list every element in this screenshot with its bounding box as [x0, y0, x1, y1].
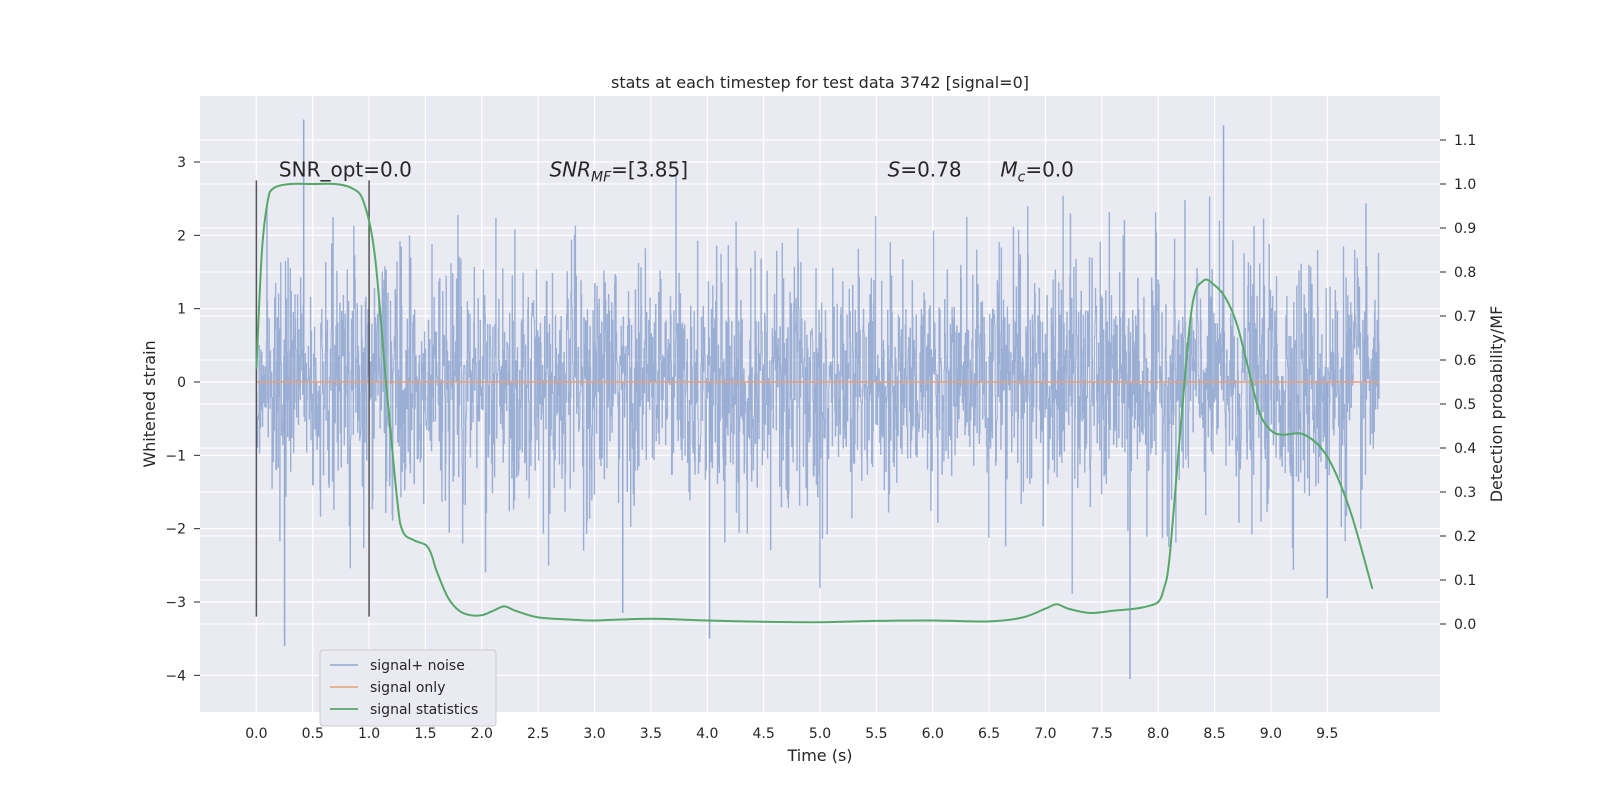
x-tick-label: 9.5 — [1316, 726, 1338, 742]
y-tick-label-right: 0.1 — [1454, 573, 1476, 589]
y-tick-label-left: −3 — [165, 595, 186, 611]
x-tick-label: 4.0 — [696, 726, 718, 742]
y-tick-label-left: 0 — [177, 375, 186, 391]
x-tick-label: 5.5 — [865, 726, 887, 742]
chart-title: stats at each timestep for test data 374… — [611, 73, 1029, 92]
x-tick-label: 1.5 — [414, 726, 436, 742]
y-tick-label-left: 3 — [177, 155, 186, 171]
y-axis-label-left: Whitened strain — [140, 340, 159, 467]
legend-label-noise: signal+ noise — [370, 658, 465, 674]
y-tick-label-right: 0.5 — [1454, 397, 1476, 413]
y-tick-label-left: −4 — [165, 668, 186, 684]
x-tick-label: 3.5 — [640, 726, 662, 742]
y-ticks-right: 0.0 0.1 0.2 0.3 0.4 0.5 0.6 0.7 0.8 0.9 1.0 1.1 — [1440, 133, 1476, 633]
signal-statistics-series — [255, 182, 1374, 624]
x-tick-label: 0.0 — [245, 726, 267, 742]
y-ticks-left: −4 −3 −2 −1 0 1 2 3 — [165, 155, 200, 684]
statistics-line — [255, 182, 1374, 624]
vertical-markers — [255, 180, 370, 617]
annotation-mc-stat: Mc=0.0 — [1000, 158, 1074, 186]
y-tick-label-left: −1 — [165, 448, 186, 464]
x-tick-label: 3.0 — [583, 726, 605, 742]
x-tick-label: 7.0 — [1034, 726, 1056, 742]
y-tick-label-left: 2 — [177, 228, 186, 244]
y-tick-label-left: −2 — [165, 522, 186, 538]
y-axis-label-right: Detection probability/MF — [1487, 306, 1506, 503]
legend-label-signal-only: signal only — [370, 680, 445, 696]
x-tick-label: 1.0 — [358, 726, 380, 742]
x-ticks: 0.0 0.5 1.0 1.5 2.0 2.5 3.0 3.5 4.0 4.5 5.0 5.5 6.0 6… — [245, 726, 1338, 742]
legend-label-statistics: signal statistics — [370, 702, 478, 718]
y-tick-label-right: 0.3 — [1454, 485, 1476, 501]
x-tick-label: 2.0 — [471, 726, 493, 742]
y-tick-label-right: 1.0 — [1454, 177, 1476, 193]
noise-series — [255, 119, 1380, 679]
x-tick-label: 6.0 — [922, 726, 944, 742]
y-tick-label-right: 0.8 — [1454, 265, 1476, 281]
x-tick-label: 8.0 — [1147, 726, 1169, 742]
x-tick-label: 6.5 — [978, 726, 1000, 742]
y-tick-label-right: 0.6 — [1454, 353, 1476, 369]
annotation-s-stat: S=0.78 — [888, 158, 962, 182]
y-tick-label-right: 0.7 — [1454, 309, 1476, 325]
y-tick-label-right: 0.9 — [1454, 221, 1476, 237]
x-tick-label: 0.5 — [302, 726, 324, 742]
y-tick-label-right: 0.2 — [1454, 529, 1476, 545]
x-tick-label: 4.5 — [753, 726, 775, 742]
annotation-snr-mf: SNRMF=[3.85] — [549, 158, 688, 186]
noise-line — [255, 174, 1380, 594]
y-tick-label-right: 1.1 — [1454, 133, 1476, 149]
x-tick-label: 7.5 — [1091, 726, 1113, 742]
annotations: SNR_opt=0.0 SNRMF=[3.85] S=0.78 Mc=0.0 — [279, 158, 1074, 186]
annotation-snr-opt: SNR_opt=0.0 — [279, 158, 412, 182]
x-tick-label: 2.5 — [527, 726, 549, 742]
x-tick-label: 8.5 — [1203, 726, 1225, 742]
legend-box — [319, 649, 497, 727]
legend: signal+ noise signal only signal statist… — [319, 649, 497, 727]
y-tick-label-right: 0.4 — [1454, 441, 1476, 457]
x-tick-label: 5.0 — [809, 726, 831, 742]
x-tick-label: 9.0 — [1260, 726, 1282, 742]
y-tick-label-right: 0.0 — [1454, 617, 1476, 633]
x-axis-label: Time (s) — [786, 746, 852, 765]
y-tick-label-left: 1 — [177, 302, 186, 318]
